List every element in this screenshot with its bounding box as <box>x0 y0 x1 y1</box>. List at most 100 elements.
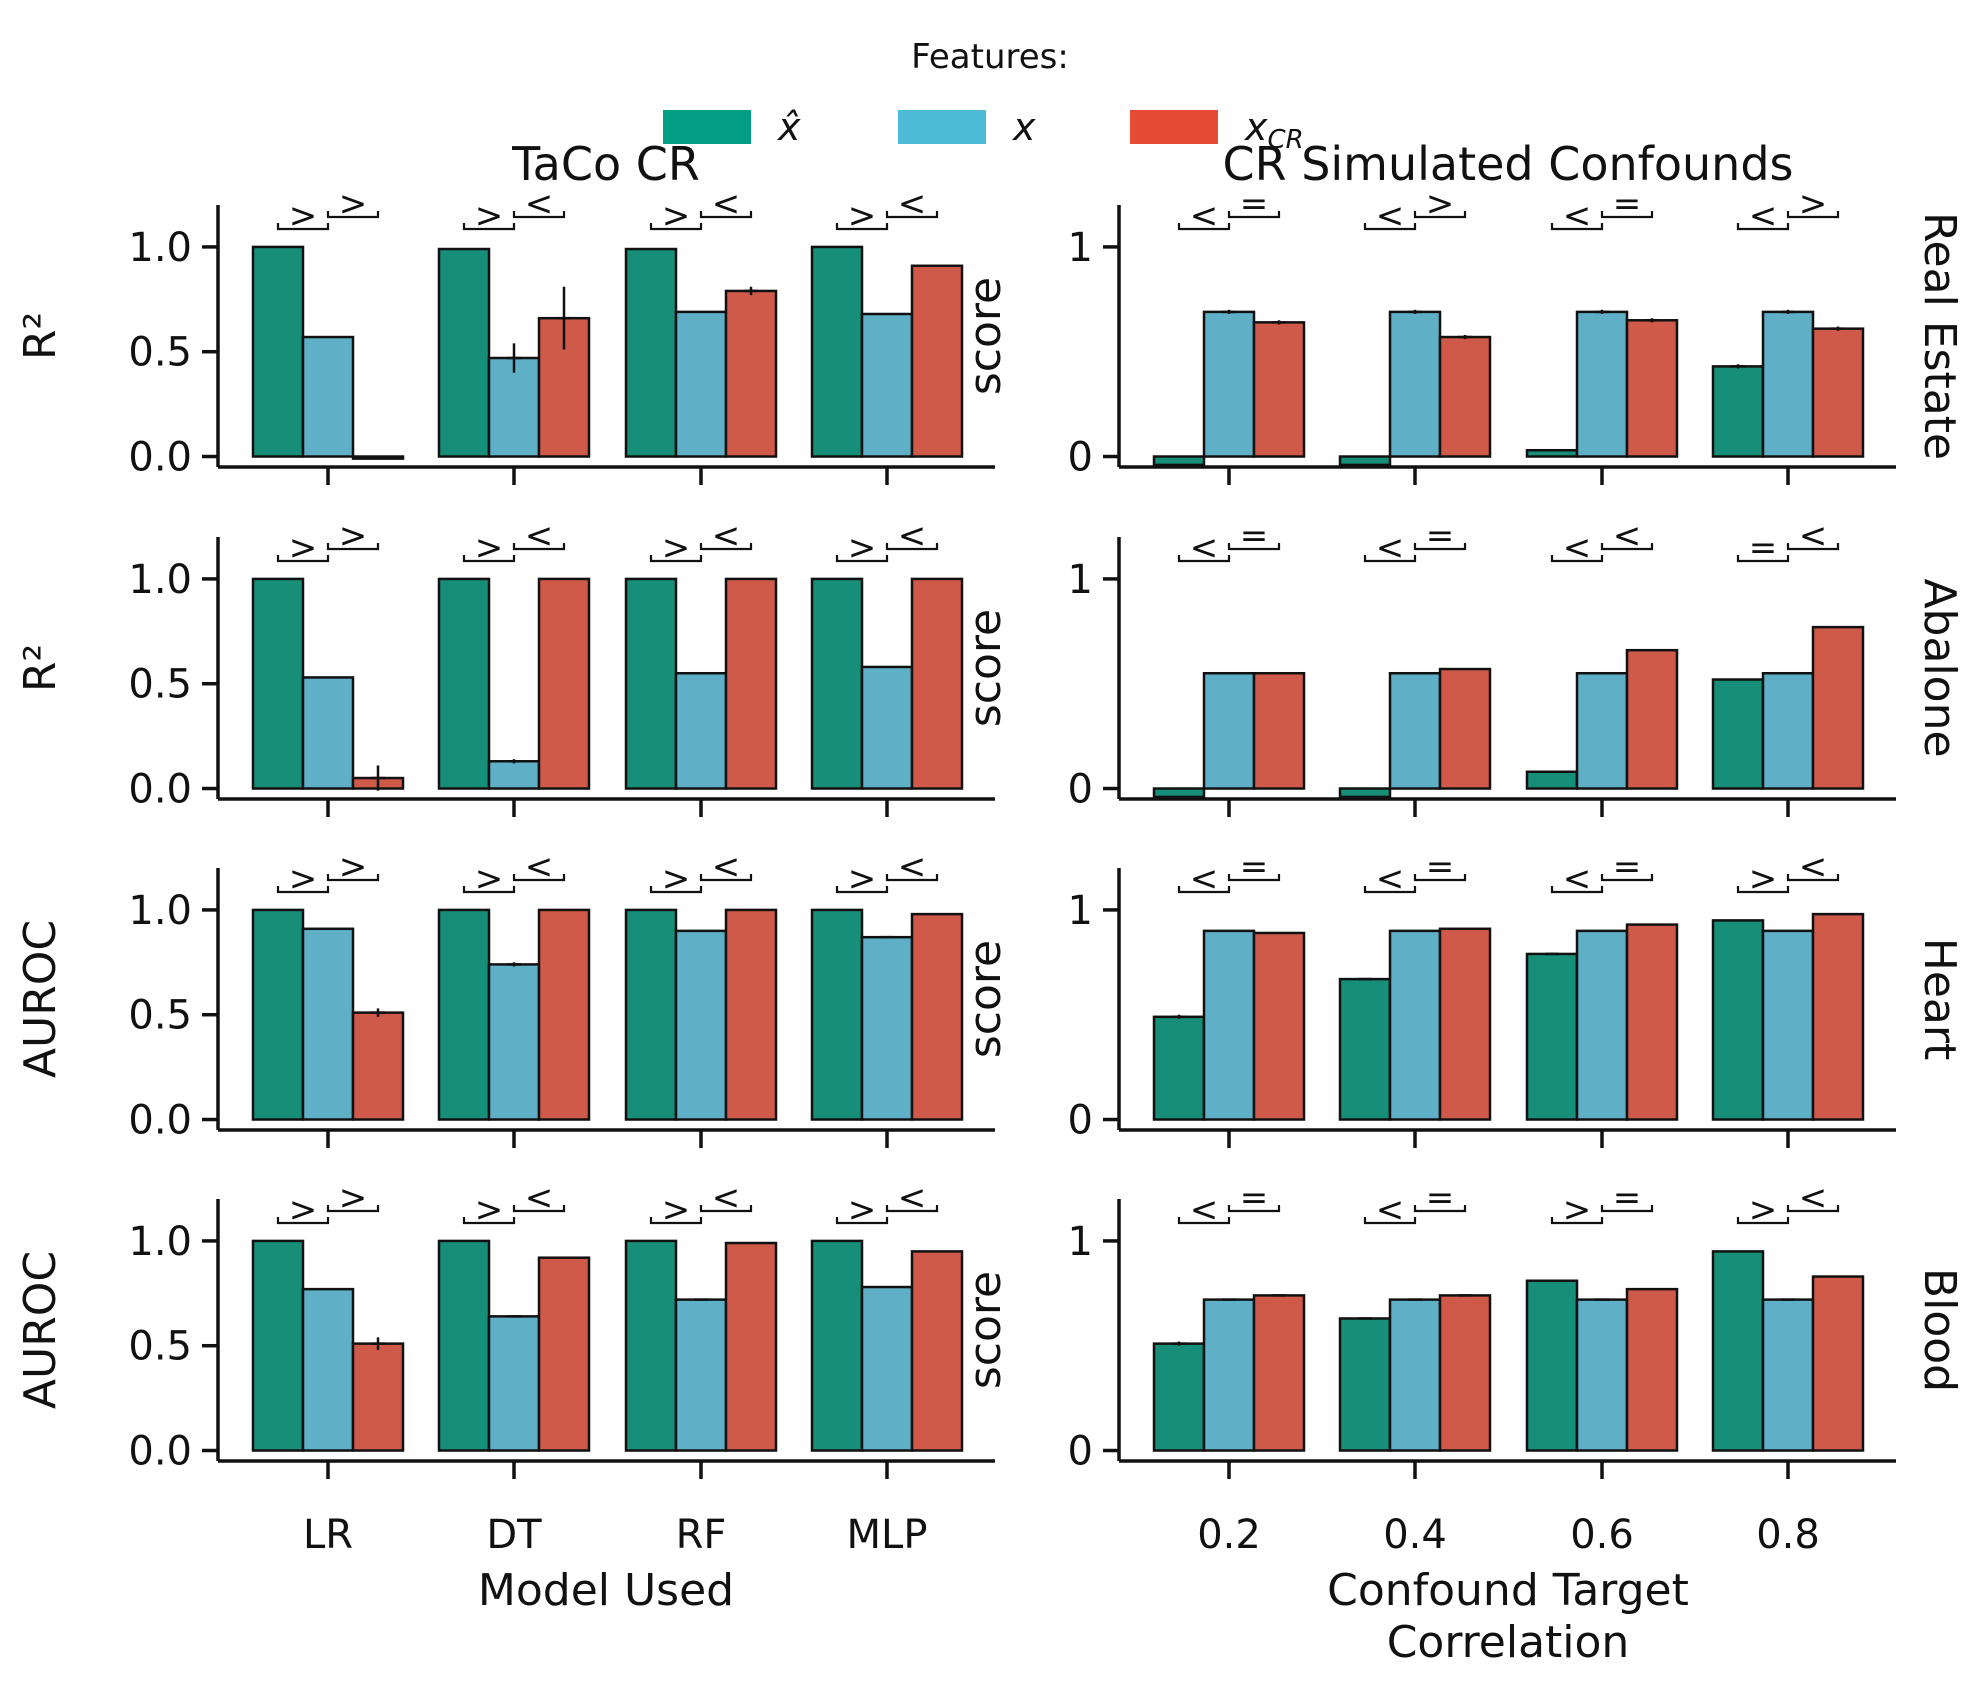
bar-abalone-rf-s1 <box>674 671 728 790</box>
bar-abalone-0-2-s1 <box>1202 671 1256 790</box>
bar-abalone-mlp-s0 <box>810 577 864 790</box>
bar-blood-0-8-s0 <box>1711 1250 1765 1452</box>
panel-blood-simulated: 0 1 score 0.2 < = 0.4 < = 0.6 > = 0.8 > < Blood <box>960 1178 1965 1558</box>
significance-bracket <box>1413 874 1467 882</box>
significance-bracket <box>462 886 516 894</box>
significance-bracket <box>1363 555 1417 563</box>
significance-marker: < <box>1190 196 1219 236</box>
bar-real-estate-0-6-s2 <box>1625 319 1679 458</box>
bar-blood-0-6-s0 <box>1525 1279 1579 1452</box>
chart-panels: 0.0 0.5 1.0 R² > > > < > < > <0 1 score < = < > < = < > Real E… <box>15 184 1965 1558</box>
bar-blood-0-2-s0 <box>1152 1342 1206 1452</box>
bar-blood-0-8-s1 <box>1761 1298 1815 1452</box>
legend-label-1: x <box>1012 105 1036 149</box>
bar-blood-0-8-s2 <box>1811 1275 1865 1452</box>
significance-bracket <box>1600 1205 1654 1213</box>
bar-abalone-0-2-s0 <box>1152 787 1206 799</box>
significance-marker: > <box>662 1190 691 1230</box>
y-tick-label: 0 <box>1068 767 1093 813</box>
significance-bracket <box>835 223 889 231</box>
panel-blood-taco-cr: 0.0 0.5 1.0 AUROC LR > > DT > < RF > < MLP > < <box>15 1178 995 1558</box>
significance-marker: < <box>1563 859 1592 899</box>
significance-marker: < <box>712 516 741 556</box>
significance-marker: = <box>1240 847 1269 887</box>
y-tick-label: 1.0 <box>128 557 192 603</box>
bar-blood-0-2-s1 <box>1202 1298 1256 1452</box>
significance-marker: = <box>1749 528 1778 568</box>
significance-bracket <box>1550 886 1604 894</box>
significance-marker: > <box>475 196 504 236</box>
significance-marker: > <box>848 528 877 568</box>
y-axis-label: R² <box>15 312 66 360</box>
bar-heart-0-8-s0 <box>1711 919 1765 1121</box>
significance-marker: < <box>898 184 927 224</box>
bar-heart-0-6-s0 <box>1525 952 1579 1121</box>
bar-heart-lr-s1 <box>301 927 355 1121</box>
significance-bracket <box>326 1205 380 1213</box>
x-tick-label: 0.4 <box>1383 1512 1447 1558</box>
bar-heart-dt-s1 <box>487 963 541 1121</box>
significance-marker: > <box>289 196 318 236</box>
significance-marker: < <box>525 184 554 224</box>
y-axis-label: score <box>960 277 1011 395</box>
significance-marker: = <box>1240 516 1269 556</box>
significance-bracket <box>835 1217 889 1225</box>
y-axis-label: score <box>960 940 1011 1058</box>
bar-abalone-0-6-s1 <box>1575 671 1629 790</box>
significance-bracket <box>649 223 703 231</box>
significance-bracket <box>699 874 753 882</box>
bar-blood-0-6-s1 <box>1575 1298 1629 1452</box>
bar-heart-0-2-s0 <box>1152 1015 1206 1121</box>
significance-bracket <box>835 886 889 894</box>
bar-heart-rf-s2 <box>724 908 778 1121</box>
significance-bracket <box>1177 1217 1231 1225</box>
bar-blood-lr-s0 <box>251 1239 305 1452</box>
bar-real-estate-dt-s1 <box>487 356 541 458</box>
significance-bracket <box>885 211 939 219</box>
significance-marker: = <box>1426 847 1455 887</box>
significance-bracket <box>1736 1217 1790 1225</box>
significance-marker: > <box>1749 859 1778 899</box>
bar-real-estate-rf-s2 <box>724 289 778 458</box>
significance-marker: > <box>662 196 691 236</box>
bar-heart-0-6-s2 <box>1625 923 1679 1121</box>
significance-marker: > <box>1749 1190 1778 1230</box>
row-label-real-estate: Real Estate <box>1914 212 1965 460</box>
significance-marker: < <box>1190 528 1219 568</box>
bar-real-estate-0-8-s1 <box>1761 310 1815 458</box>
bar-blood-0-6-s2 <box>1625 1287 1679 1452</box>
significance-marker: < <box>1376 196 1405 236</box>
y-tick-label: 1 <box>1068 557 1093 603</box>
significance-bracket <box>1363 1217 1417 1225</box>
significance-marker: = <box>1426 1178 1455 1218</box>
panel-abalone-taco-cr: 0.0 0.5 1.0 R² > > > < > < > < <box>15 516 995 817</box>
significance-marker: > <box>475 859 504 899</box>
bar-blood-rf-s0 <box>624 1239 678 1452</box>
significance-bracket <box>326 874 380 882</box>
significance-bracket <box>1227 874 1281 882</box>
significance-marker: > <box>1426 184 1455 224</box>
y-tick-label: 0.0 <box>128 1429 192 1475</box>
significance-bracket <box>1177 555 1231 563</box>
y-tick-label: 1.0 <box>128 888 192 934</box>
significance-bracket <box>1413 1205 1467 1213</box>
legend-swatch-2 <box>1130 110 1218 144</box>
significance-bracket <box>276 1217 330 1225</box>
bar-blood-lr-s2 <box>351 1342 405 1452</box>
significance-bracket <box>1177 886 1231 894</box>
bar-abalone-rf-s0 <box>624 577 678 790</box>
significance-bracket <box>512 874 566 882</box>
bar-blood-0-4-s0 <box>1338 1317 1392 1452</box>
bar-heart-dt-s0 <box>437 908 491 1121</box>
bar-abalone-0-2-s2 <box>1252 671 1306 790</box>
y-tick-label: 0.5 <box>128 993 192 1039</box>
bar-abalone-0-4-s1 <box>1388 671 1442 790</box>
significance-bracket <box>1227 1205 1281 1213</box>
y-axis-label: AUROC <box>15 920 66 1078</box>
significance-bracket <box>885 1205 939 1213</box>
significance-bracket <box>1413 543 1467 551</box>
significance-marker: < <box>1749 196 1778 236</box>
bar-real-estate-rf-s0 <box>624 247 678 458</box>
significance-marker: < <box>712 1178 741 1218</box>
bar-heart-lr-s2 <box>351 1011 405 1121</box>
